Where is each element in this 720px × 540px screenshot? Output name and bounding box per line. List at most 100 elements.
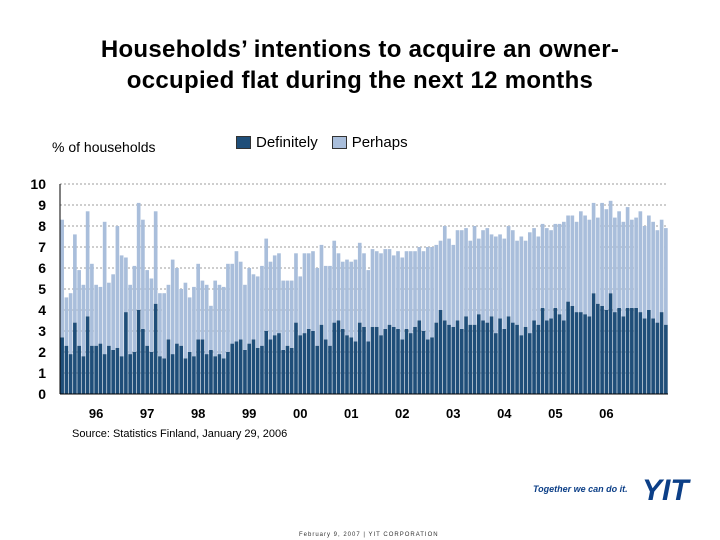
- bar-perhaps: [315, 268, 320, 346]
- bar-perhaps: [132, 265, 137, 352]
- bar-perhaps: [234, 251, 239, 342]
- bar-perhaps: [366, 270, 371, 342]
- bar-perhaps: [264, 238, 269, 331]
- bar-definitely: [302, 333, 307, 394]
- bar-perhaps: [209, 305, 213, 350]
- bar-perhaps: [387, 249, 392, 325]
- y-tick-label: 5: [38, 281, 46, 297]
- bar-perhaps: [485, 228, 490, 323]
- bar-perhaps: [468, 240, 473, 325]
- bar-definitely: [98, 343, 103, 394]
- bar-definitely: [311, 331, 315, 394]
- bar-definitely: [498, 318, 502, 394]
- bar-definitely: [349, 337, 354, 394]
- bar-perhaps: [391, 255, 396, 327]
- bar-perhaps: [413, 251, 417, 327]
- bar-definitely: [289, 347, 294, 394]
- bar-perhaps: [77, 270, 81, 346]
- bar-definitely: [604, 310, 609, 394]
- bar-perhaps: [170, 259, 175, 355]
- bar-perhaps: [306, 253, 311, 329]
- bar-perhaps: [64, 297, 69, 346]
- bar-perhaps: [323, 265, 328, 340]
- bar-definitely: [357, 322, 362, 394]
- bar-definitely: [468, 324, 473, 394]
- bar-perhaps: [579, 211, 583, 313]
- bar-perhaps: [451, 244, 456, 327]
- bar-perhaps: [404, 251, 409, 329]
- bar-definitely: [90, 345, 94, 394]
- bar-definitely: [557, 314, 562, 394]
- bar-definitely: [664, 324, 668, 394]
- bar-definitely: [345, 335, 349, 394]
- bar-perhaps: [587, 219, 592, 317]
- bar-definitely: [200, 339, 205, 394]
- bar-perhaps: [247, 268, 252, 344]
- bar-definitely: [340, 328, 345, 394]
- bar-definitely: [549, 318, 553, 394]
- bar-definitely: [238, 339, 243, 394]
- bar-definitely: [294, 322, 298, 394]
- bar-perhaps: [289, 280, 294, 348]
- bar-definitely: [485, 322, 490, 394]
- bar-perhaps: [196, 263, 201, 340]
- bar-definitely: [107, 345, 111, 394]
- bar-perhaps: [600, 202, 604, 306]
- bar-perhaps: [243, 284, 247, 350]
- bar-perhaps: [115, 226, 120, 348]
- bar-definitely: [136, 310, 141, 394]
- bar-definitely: [362, 326, 366, 394]
- bar-definitely: [413, 326, 417, 394]
- bar-definitely: [510, 322, 515, 394]
- bar-perhaps: [255, 276, 260, 348]
- bar-perhaps: [566, 215, 570, 302]
- bar-definitely: [366, 341, 371, 394]
- bar-definitely: [332, 322, 337, 394]
- bar-perhaps: [183, 282, 188, 359]
- bar-definitely: [102, 354, 107, 394]
- bar-definitely: [451, 326, 456, 394]
- bar-perhaps: [285, 280, 290, 346]
- bar-perhaps: [226, 263, 230, 352]
- bar-perhaps: [294, 253, 298, 323]
- bar-definitely: [421, 331, 426, 394]
- bar-definitely: [583, 314, 587, 394]
- x-tick-label: 00: [293, 406, 307, 421]
- bar-definitely: [540, 307, 545, 394]
- bar-perhaps: [98, 286, 103, 344]
- bar-perhaps: [523, 240, 528, 327]
- bar-definitely: [493, 333, 498, 394]
- bar-perhaps: [630, 219, 634, 308]
- y-tick-label: 2: [38, 344, 46, 360]
- bar-definitely: [506, 316, 511, 394]
- bar-perhaps: [230, 263, 235, 344]
- bar-perhaps: [149, 278, 154, 352]
- bar-definitely: [655, 322, 660, 394]
- bar-definitely: [268, 339, 273, 394]
- bar-perhaps: [357, 242, 362, 323]
- bar-definitely: [659, 312, 664, 394]
- y-tick-label: 3: [38, 323, 46, 339]
- bar-perhaps: [664, 228, 668, 325]
- bar-definitely: [383, 328, 388, 394]
- bar-definitely: [187, 352, 192, 394]
- bar-definitely: [281, 349, 286, 394]
- legend-label-perhaps: Perhaps: [351, 134, 408, 151]
- bar-perhaps: [370, 249, 375, 327]
- bar-perhaps: [319, 244, 324, 325]
- bar-perhaps: [336, 253, 341, 321]
- bar-perhaps: [238, 261, 243, 340]
- bar-perhaps: [128, 284, 132, 355]
- bar-perhaps: [68, 293, 73, 355]
- bar-definitely: [642, 318, 647, 394]
- bar-definitely: [162, 358, 166, 394]
- bar-definitely: [630, 307, 634, 394]
- bar-definitely: [64, 345, 69, 394]
- bar-perhaps: [345, 259, 349, 336]
- bar-perhaps: [655, 230, 660, 323]
- bar-perhaps: [353, 259, 358, 342]
- bar-definitely: [285, 345, 290, 394]
- bar-definitely: [264, 331, 269, 394]
- bar-definitely: [455, 320, 460, 394]
- bar-perhaps: [396, 251, 400, 329]
